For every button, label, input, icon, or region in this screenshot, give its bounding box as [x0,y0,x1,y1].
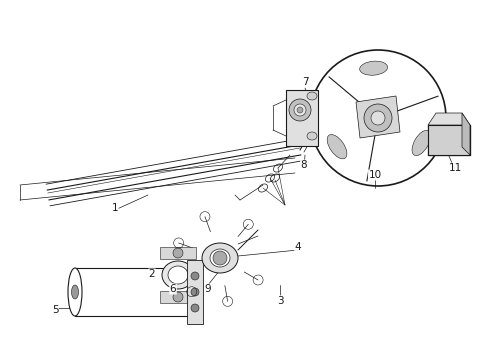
Ellipse shape [190,268,200,276]
Ellipse shape [191,272,199,280]
Ellipse shape [210,249,230,267]
Ellipse shape [173,292,183,302]
Polygon shape [187,260,203,324]
Ellipse shape [168,266,188,284]
Ellipse shape [202,243,238,273]
Polygon shape [286,90,318,146]
Ellipse shape [162,261,194,289]
Ellipse shape [191,288,199,296]
Ellipse shape [364,104,392,132]
Ellipse shape [72,285,78,299]
Ellipse shape [371,111,385,125]
Ellipse shape [307,132,317,140]
Ellipse shape [190,308,200,316]
Text: 7: 7 [302,77,308,87]
Text: 5: 5 [51,305,58,315]
Ellipse shape [68,268,82,316]
Text: 1: 1 [112,203,118,213]
Polygon shape [75,268,195,316]
Ellipse shape [173,248,183,258]
Text: 9: 9 [205,284,211,294]
Polygon shape [160,291,196,303]
Ellipse shape [294,104,306,116]
Ellipse shape [297,107,303,113]
Polygon shape [428,113,470,125]
Ellipse shape [307,92,317,100]
Polygon shape [462,113,470,155]
Text: 8: 8 [301,160,307,170]
Ellipse shape [289,99,311,121]
Polygon shape [428,125,470,155]
Ellipse shape [360,61,388,75]
Polygon shape [160,247,196,259]
Text: 4: 4 [294,242,301,252]
Ellipse shape [188,268,202,316]
Text: 2: 2 [148,269,155,279]
Ellipse shape [191,304,199,312]
Text: 10: 10 [368,170,382,180]
Text: 6: 6 [170,284,176,294]
Ellipse shape [412,130,431,156]
Text: 11: 11 [448,163,462,173]
Polygon shape [356,96,400,138]
Ellipse shape [213,251,227,265]
Text: 3: 3 [277,296,283,306]
Ellipse shape [327,135,347,159]
